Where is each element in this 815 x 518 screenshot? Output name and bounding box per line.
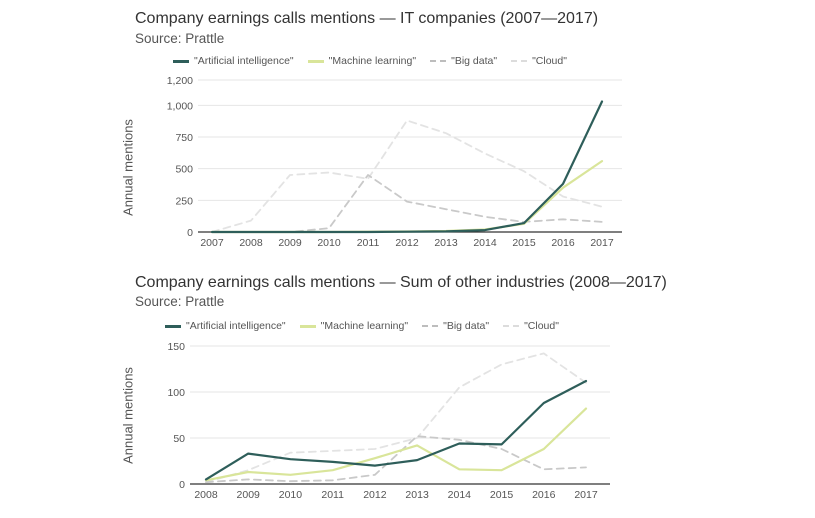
x-tick-label: 2016: [551, 237, 575, 249]
legend-item-ml: "Machine learning": [299, 320, 409, 332]
x-tick-label: 2015: [490, 489, 514, 501]
legend-swatch: [307, 59, 324, 63]
legend-label: "Machine learning": [328, 55, 417, 67]
legend-swatch: [422, 325, 439, 327]
legend-swatch: [165, 324, 181, 328]
chart-title: Company earnings calls mentions — IT com…: [135, 10, 599, 27]
x-tick-label: 2015: [512, 237, 536, 249]
y-tick-label: 50: [173, 433, 185, 445]
x-tick-label: 2011: [357, 237, 380, 249]
x-tick-label: 2013: [405, 489, 429, 501]
x-tick-label: 2009: [237, 489, 261, 501]
series-line-ml: [204, 407, 588, 482]
x-tick-label: 2011: [321, 489, 344, 501]
legend-item-big-data: "Big data": [430, 55, 497, 67]
y-tick-label: 250: [175, 195, 193, 207]
y-tick-label: 500: [175, 164, 193, 176]
x-tick-label: 2008: [239, 237, 263, 249]
x-tick-label: 2010: [279, 489, 303, 501]
legend-swatch: [299, 324, 316, 328]
y-tick-label: 1,000: [167, 100, 193, 112]
x-tick-label: 2017: [574, 489, 598, 501]
legend-swatch: [430, 60, 447, 62]
x-tick-label: 2016: [532, 489, 556, 501]
x-tick-label: 2013: [434, 237, 458, 249]
legend-label: "Cloud": [524, 320, 559, 332]
chart-title: Company earnings calls mentions — Sum of…: [135, 274, 667, 291]
chart-other-industries: Company earnings calls mentions — Sum of…: [0, 262, 815, 518]
series-line-cloud: [205, 352, 587, 484]
chart-subtitle: Source: Prattle: [135, 294, 225, 309]
legend-swatch: [173, 59, 189, 63]
series-line-ai: [204, 379, 588, 481]
plot-area: 0 250 500 750 1,000 1,200 2007 2008 2009 2010 2011…: [167, 75, 622, 249]
x-tick-label: 2008: [194, 489, 218, 501]
y-tick-label: 750: [175, 132, 193, 144]
legend-label: "Artificial intelligence": [186, 320, 286, 332]
x-tick-label: 2012: [395, 237, 419, 249]
chart-legend: "Artificial intelligence" "Machine learn…: [173, 55, 581, 67]
x-tick-label: 2010: [317, 237, 341, 249]
legend-label: "Cloud": [532, 55, 567, 67]
legend-item-ai: "Artificial intelligence": [173, 55, 294, 67]
legend-item-big-data: "Big data": [422, 320, 489, 332]
legend-item-cloud: "Cloud": [503, 320, 559, 332]
y-tick-label: 0: [179, 479, 185, 491]
legend-label: "Machine learning": [320, 320, 409, 332]
chart-it-companies: Company earnings calls mentions — IT com…: [121, 10, 622, 249]
plot-area: 0 50 100 150 2008 2009 2010 2011 2012 2013 2014 201…: [167, 341, 610, 501]
x-tick-label: 2014: [473, 237, 497, 249]
x-tick-label: 2009: [278, 237, 302, 249]
x-tick-label: 2012: [363, 489, 387, 501]
legend-swatch: [503, 325, 520, 327]
legend-label: "Big data": [443, 320, 490, 332]
y-tick-label: 1,200: [167, 75, 193, 87]
legend-swatch: [511, 60, 528, 62]
y-tick-label: 150: [167, 341, 185, 353]
x-tick-label: 2014: [448, 489, 472, 501]
legend-label: "Big data": [451, 55, 498, 67]
chart-subtitle: Source: Prattle: [135, 31, 225, 46]
series-line-ai: [210, 100, 604, 234]
legend-item-ai: "Artificial intelligence": [165, 320, 286, 332]
series-line-ml: [210, 160, 604, 234]
chart-legend: "Artificial intelligence" "Machine learn…: [165, 320, 573, 332]
legend-label: "Artificial intelligence": [194, 55, 294, 67]
legend-item-cloud: "Cloud": [511, 55, 567, 67]
y-tick-label: 100: [167, 387, 185, 399]
x-tick-label: 2007: [200, 237, 224, 249]
y-tick-label: 0: [187, 227, 193, 239]
x-tick-label: 2017: [590, 237, 614, 249]
legend-item-ml: "Machine learning": [307, 55, 417, 67]
